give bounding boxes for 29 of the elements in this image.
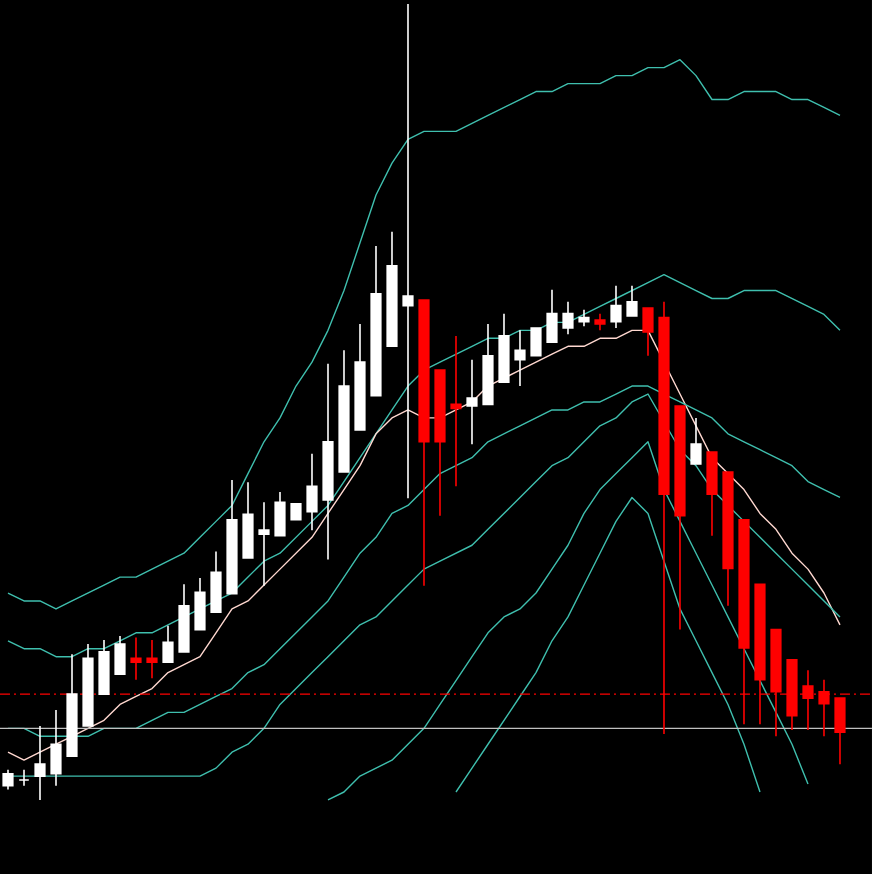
candlestick <box>626 284 638 317</box>
candlestick <box>178 583 190 653</box>
candlestick <box>546 288 558 344</box>
candlestick <box>562 300 574 336</box>
candlestick <box>466 358 478 445</box>
candlestick <box>242 481 254 559</box>
candlestick <box>498 312 510 383</box>
candlestick <box>2 768 14 791</box>
candlestick <box>210 550 222 613</box>
candlestick <box>450 335 462 488</box>
candlestick <box>274 491 286 537</box>
candlestick <box>642 307 654 357</box>
candlestick <box>530 327 542 357</box>
candlestick <box>258 501 270 587</box>
candlestick <box>706 451 718 537</box>
candlestick <box>50 709 62 787</box>
candlestick <box>114 635 126 675</box>
candlestick <box>98 639 110 695</box>
candlestick <box>610 284 622 329</box>
candlestick <box>514 329 526 387</box>
candlestick <box>402 3 414 500</box>
candlestick <box>690 417 702 465</box>
candlestick <box>162 624 174 664</box>
candlestick <box>18 768 30 787</box>
candlestick <box>146 639 158 679</box>
candlestick <box>194 577 206 631</box>
candlestick <box>130 636 142 681</box>
candlestick <box>306 452 318 531</box>
candlestick <box>34 725 46 801</box>
